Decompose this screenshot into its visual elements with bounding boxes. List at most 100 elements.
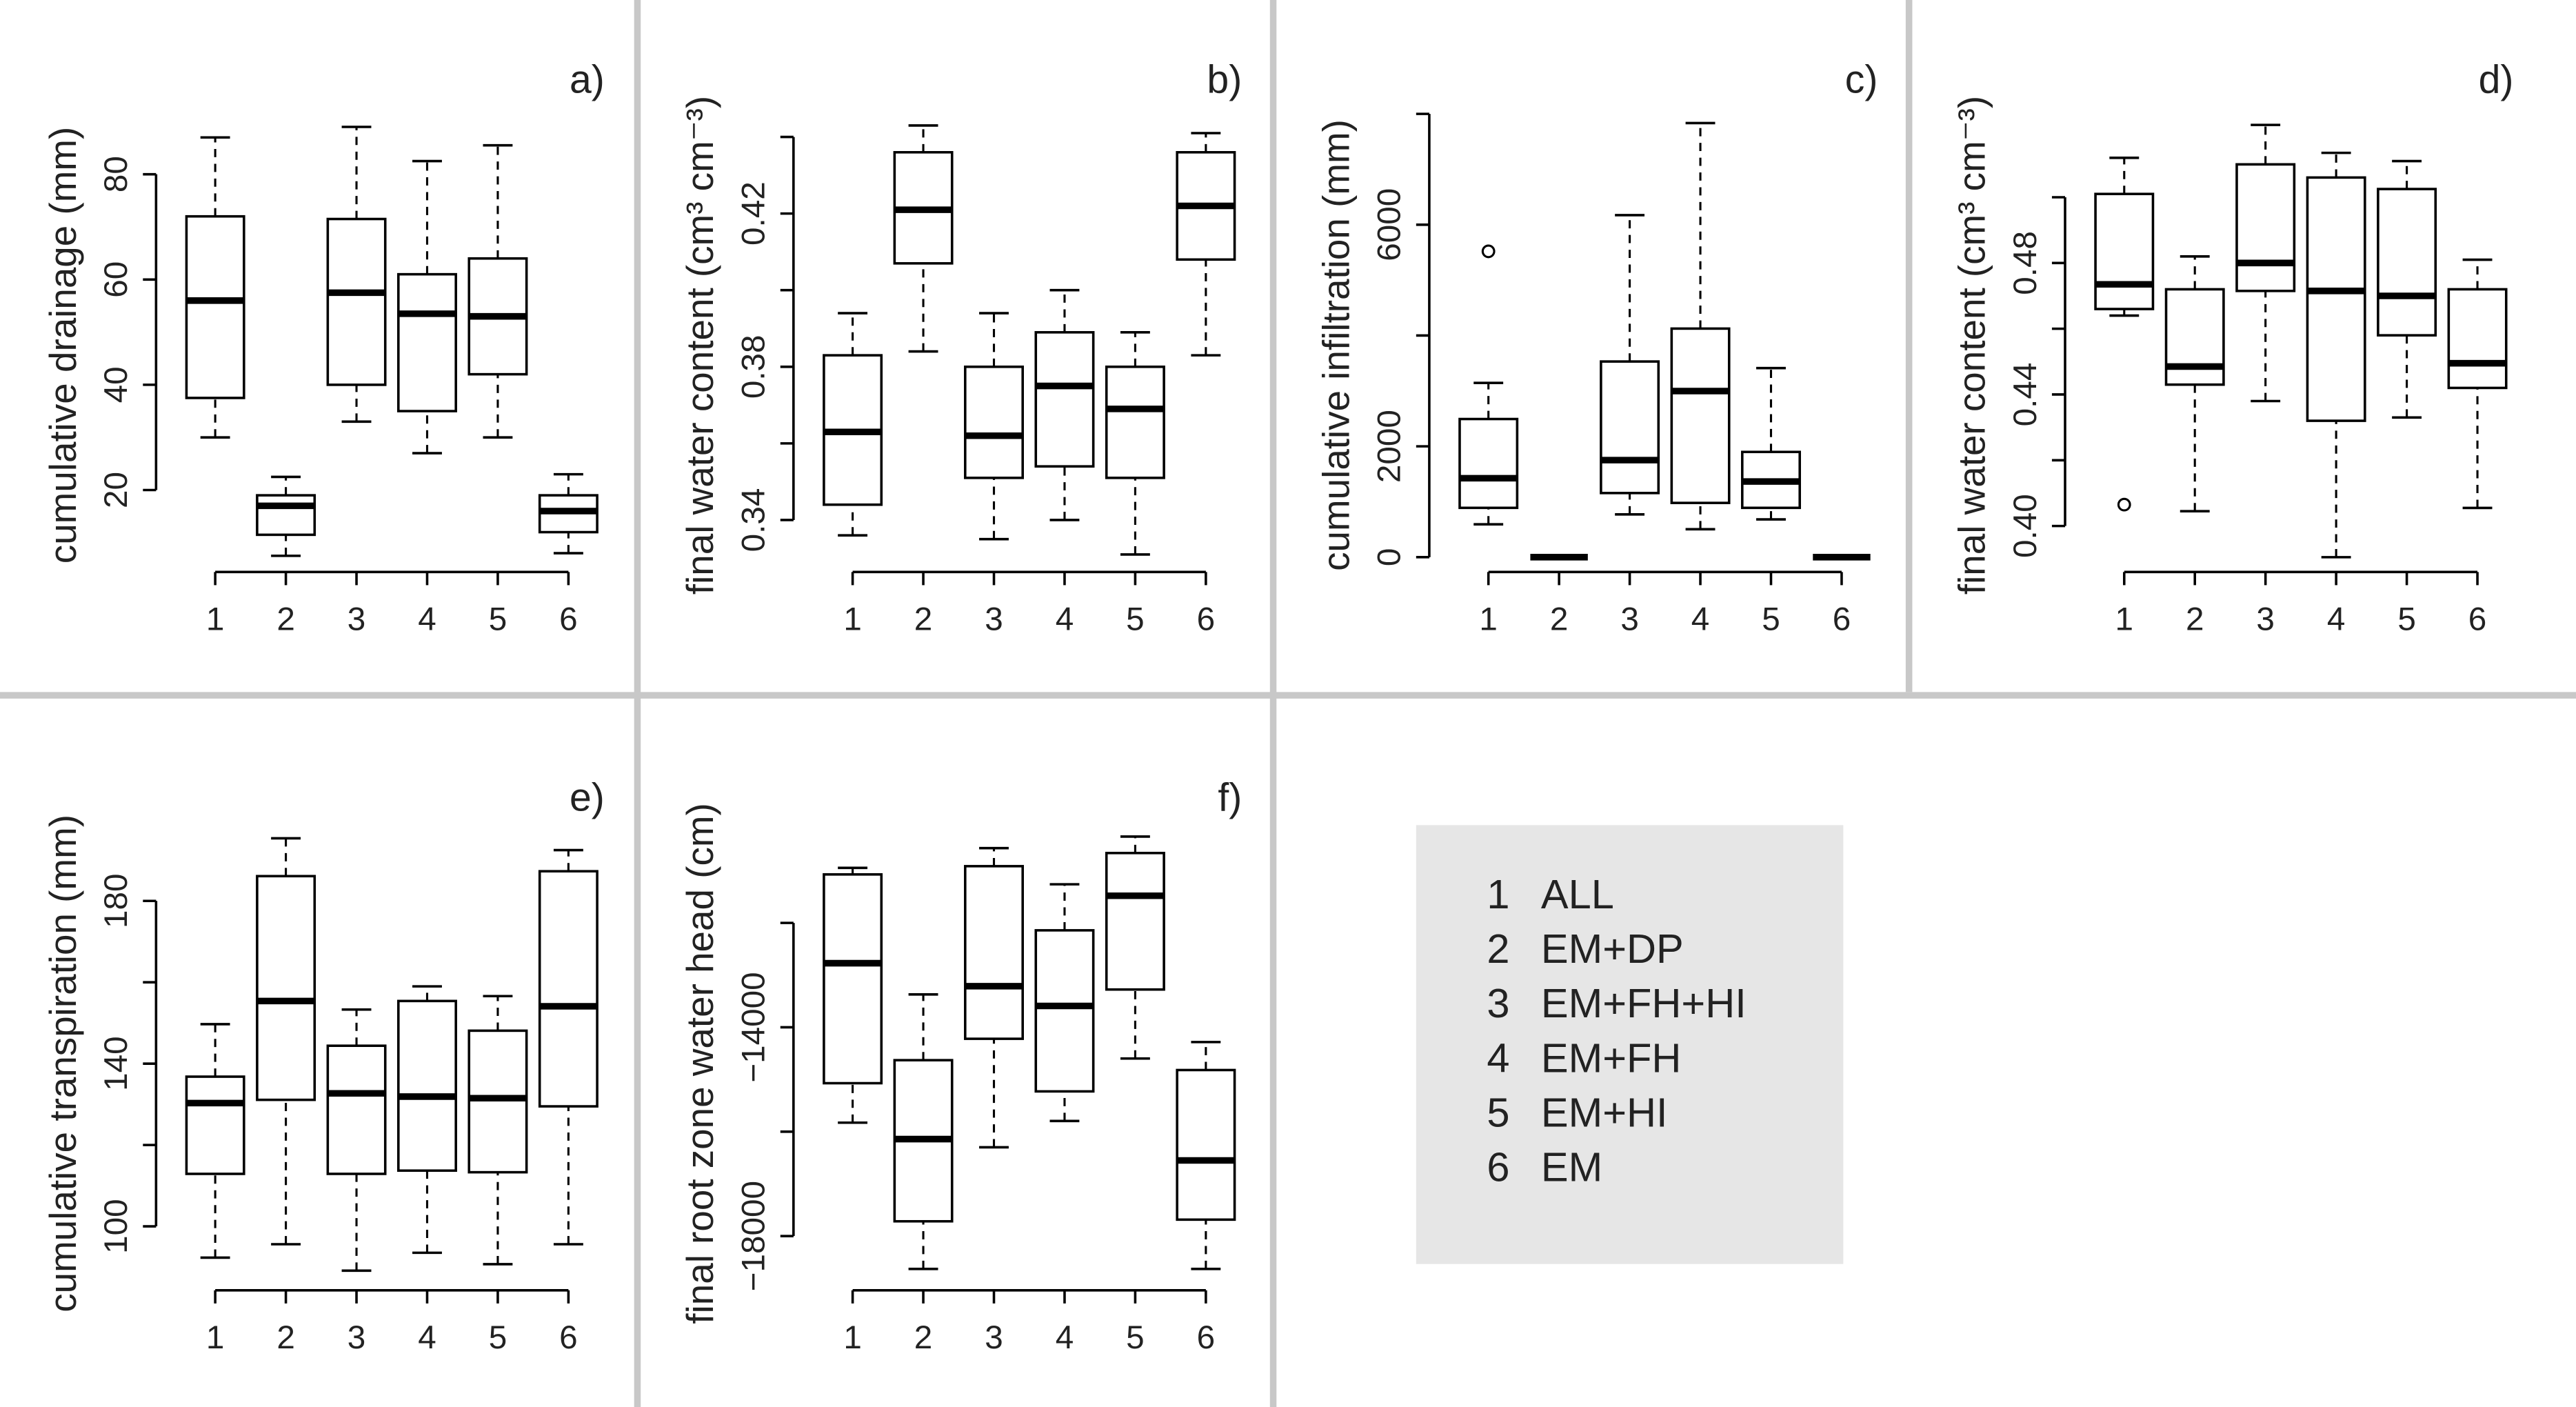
x-tick-label: 3	[348, 601, 365, 637]
box	[1176, 1068, 1236, 1221]
box	[397, 272, 457, 412]
y-tick-label: 2000	[1371, 410, 1408, 483]
y-tick-label: 0	[1371, 548, 1408, 567]
panel-label: e)	[570, 776, 605, 820]
x-tick-label: 4	[1056, 1319, 1074, 1356]
x-tick-label: 4	[1056, 601, 1074, 637]
y-tick-label: 40	[98, 366, 134, 403]
panel-label: a)	[570, 57, 605, 101]
box	[1034, 929, 1095, 1093]
y-tick-label: 100	[98, 1199, 134, 1254]
outlier	[2117, 497, 2131, 512]
legend-key: 3	[1487, 980, 1509, 1026]
y-tick-label: −14000	[736, 972, 772, 1082]
legend-key: 2	[1487, 926, 1509, 972]
x-tick-label: 3	[1620, 601, 1638, 637]
y-axis-label: final root zone water head (cm)	[678, 803, 721, 1324]
x-tick-label: 4	[2327, 601, 2345, 637]
x-tick-label: 3	[348, 1319, 365, 1356]
x-tick-label: 6	[2468, 601, 2486, 637]
legend-key: 1	[1487, 871, 1509, 917]
x-tick-label: 2	[2186, 601, 2204, 637]
box	[1034, 331, 1095, 468]
box	[2164, 288, 2225, 386]
x-tick-label: 2	[1550, 601, 1568, 637]
box	[1670, 327, 1731, 504]
x-tick-label: 5	[489, 601, 507, 637]
outlier	[1481, 244, 1496, 259]
legend-box	[1416, 825, 1844, 1264]
x-tick-label: 1	[843, 601, 861, 637]
box	[326, 1044, 387, 1175]
y-axis-label: cumulative drainage (mm)	[41, 127, 84, 564]
box	[185, 1075, 245, 1175]
x-tick-label: 1	[206, 601, 224, 637]
y-tick-label: 180	[98, 874, 134, 929]
legend-label: EM+FH+HI	[1541, 980, 1747, 1026]
x-tick-label: 1	[206, 1319, 224, 1356]
x-tick-label: 4	[1691, 601, 1709, 637]
box	[256, 494, 316, 537]
x-tick-label: 4	[418, 601, 436, 637]
y-tick-label: 80	[98, 156, 134, 192]
y-tick-label: −18000	[736, 1181, 772, 1291]
box	[1600, 360, 1660, 495]
legend-key: 5	[1487, 1089, 1509, 1135]
x-tick-label: 3	[985, 1319, 1003, 1356]
x-tick-label: 5	[489, 1319, 507, 1356]
box	[1105, 366, 1165, 479]
legend-label: EM+FH	[1541, 1035, 1682, 1081]
box	[2377, 188, 2437, 337]
legend-label: EM+HI	[1541, 1089, 1668, 1135]
legend-key: 6	[1487, 1144, 1509, 1190]
x-tick-label: 5	[1126, 601, 1144, 637]
y-tick-label: 6000	[1371, 188, 1408, 261]
y-axis-label: final water content (cm³ cm⁻³)	[1950, 96, 1993, 595]
x-tick-label: 2	[914, 601, 932, 637]
box	[964, 366, 1024, 479]
y-tick-label: 60	[98, 261, 134, 298]
box	[397, 999, 457, 1172]
box	[2094, 192, 2155, 310]
box	[256, 875, 316, 1101]
y-tick-label: 0.42	[736, 181, 772, 246]
y-tick-label: 140	[98, 1036, 134, 1091]
x-tick-label: 1	[843, 1319, 861, 1356]
legend-label: EM	[1541, 1144, 1602, 1190]
box	[2306, 176, 2366, 422]
panel-label: f)	[1218, 776, 1242, 820]
legend-label: EM+DP	[1541, 926, 1684, 972]
x-tick-label: 1	[1479, 601, 1497, 637]
x-tick-label: 2	[276, 1319, 294, 1356]
x-tick-label: 5	[2397, 601, 2415, 637]
y-axis-label: cumulative transpiration (mm)	[41, 815, 84, 1313]
x-tick-label: 3	[2256, 601, 2274, 637]
box	[964, 865, 1024, 1040]
y-axis-label: final water content (cm³ cm⁻³)	[678, 96, 721, 595]
legend-label: ALL	[1541, 871, 1614, 917]
box	[185, 214, 245, 399]
y-tick-label: 0.38	[736, 335, 772, 399]
box	[2235, 163, 2296, 292]
box	[538, 870, 598, 1108]
y-tick-label: 0.40	[2007, 494, 2044, 558]
panel-label: c)	[1845, 57, 1878, 101]
x-tick-label: 3	[985, 601, 1003, 637]
box	[326, 217, 387, 386]
panel-label: b)	[1207, 57, 1242, 101]
x-tick-label: 2	[276, 601, 294, 637]
y-tick-label: 0.48	[2007, 231, 2044, 295]
x-tick-label: 6	[1197, 601, 1215, 637]
y-tick-label: 0.44	[2007, 363, 2044, 427]
legend-key: 4	[1487, 1035, 1509, 1081]
x-tick-label: 2	[914, 1319, 932, 1356]
y-tick-label: 20	[98, 472, 134, 508]
box	[1105, 852, 1165, 991]
x-tick-label: 1	[2115, 601, 2133, 637]
y-axis-label: cumulative infiltration (mm)	[1314, 119, 1357, 571]
x-tick-label: 6	[1197, 1319, 1215, 1356]
box	[1458, 417, 1519, 510]
x-tick-label: 5	[1126, 1319, 1144, 1356]
